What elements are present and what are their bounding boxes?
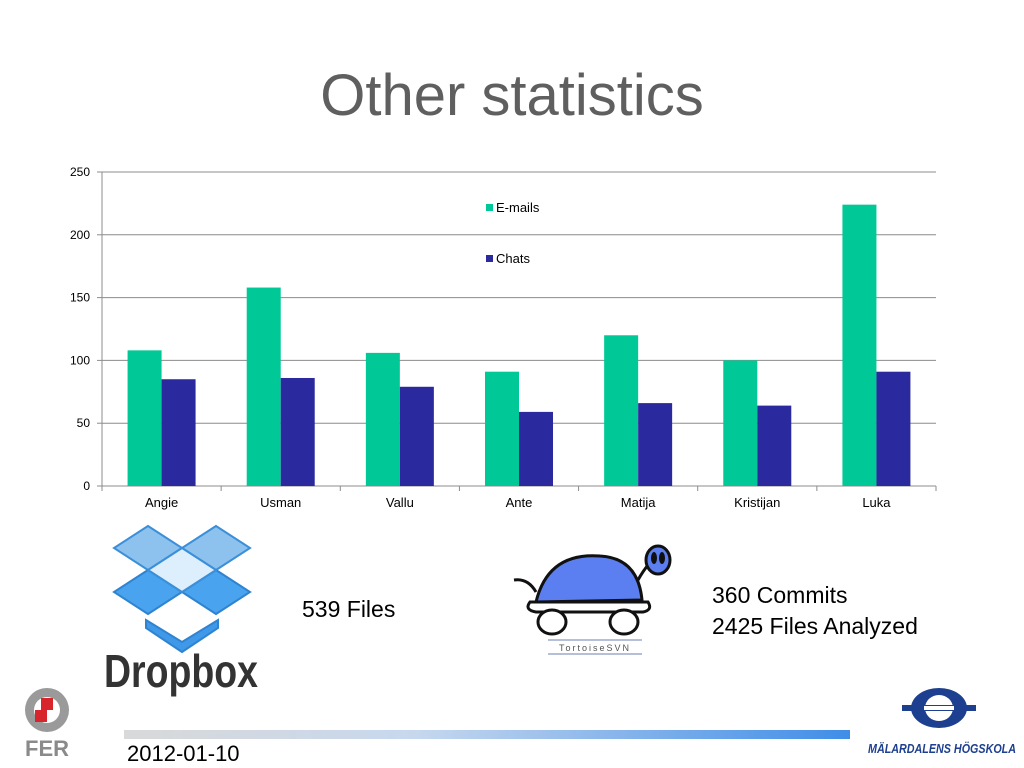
bar-chats-matija xyxy=(638,403,673,486)
y-tick-label: 150 xyxy=(70,291,90,305)
x-category-label: Kristijan xyxy=(734,495,780,510)
legend-label: Chats xyxy=(496,251,530,266)
legend-swatch xyxy=(486,204,493,211)
y-tick-label: 250 xyxy=(70,165,90,179)
x-category-label: Luka xyxy=(862,495,891,510)
mdh-emblem-icon xyxy=(902,688,976,728)
bar-chats-kristijan xyxy=(757,405,792,486)
dropbox-file-count: 539 Files xyxy=(302,596,396,622)
bar-e-mails-luka xyxy=(842,204,877,486)
bar-chats-vallu xyxy=(399,386,434,486)
footer-bar xyxy=(124,730,850,739)
fer-wordmark: FER xyxy=(25,736,69,760)
y-tick-label: 200 xyxy=(70,228,90,242)
turtle-icon xyxy=(513,544,672,636)
y-tick-label: 50 xyxy=(77,416,91,430)
tortoisesvn-wordmark: TortoiseSVN xyxy=(559,643,631,653)
slide-title: Other statistics xyxy=(320,63,704,128)
y-tick-label: 100 xyxy=(70,353,90,367)
svn-files-analyzed: 2425 Files Analyzed xyxy=(712,613,918,639)
bar-e-mails-usman xyxy=(246,287,281,486)
dropbox-logo: Dropbox xyxy=(104,524,258,697)
x-category-label: Usman xyxy=(260,495,301,510)
x-category-label: Matija xyxy=(621,495,656,510)
bar-chats-ante xyxy=(519,411,553,486)
svn-commit-count: 360 Commits xyxy=(712,582,848,608)
bar-chart: 0 50 100 150 200 250 Angie Usman Vallu Ante Matija… xyxy=(70,165,937,510)
dropbox-wordmark: Dropbox xyxy=(104,645,258,697)
x-category-label: Vallu xyxy=(386,495,414,510)
bar-e-mails-angie xyxy=(127,350,162,486)
bar-e-mails-vallu xyxy=(365,352,400,486)
footer-date: 2012-01-10 xyxy=(127,741,240,766)
bar-e-mails-ante xyxy=(485,371,519,486)
mdh-logo: MÄLARDALENS HÖGSKOLA xyxy=(868,688,1016,756)
legend-swatch xyxy=(486,255,493,262)
bar-e-mails-matija xyxy=(604,335,639,486)
mdh-wordmark: MÄLARDALENS HÖGSKOLA xyxy=(868,741,1016,756)
x-category-label: Angie xyxy=(145,495,178,510)
legend-label: E-mails xyxy=(496,200,540,215)
bar-chats-luka xyxy=(876,371,911,486)
dropbox-box-icon xyxy=(112,524,252,654)
tortoisesvn-logo: TortoiseSVN xyxy=(513,544,672,655)
bar-chats-angie xyxy=(161,379,196,486)
y-tick-label: 0 xyxy=(83,479,90,493)
x-category-label: Ante xyxy=(506,495,533,510)
fer-logo: FER xyxy=(25,688,69,760)
bar-chats-usman xyxy=(280,377,315,486)
bar-e-mails-kristijan xyxy=(723,360,758,486)
